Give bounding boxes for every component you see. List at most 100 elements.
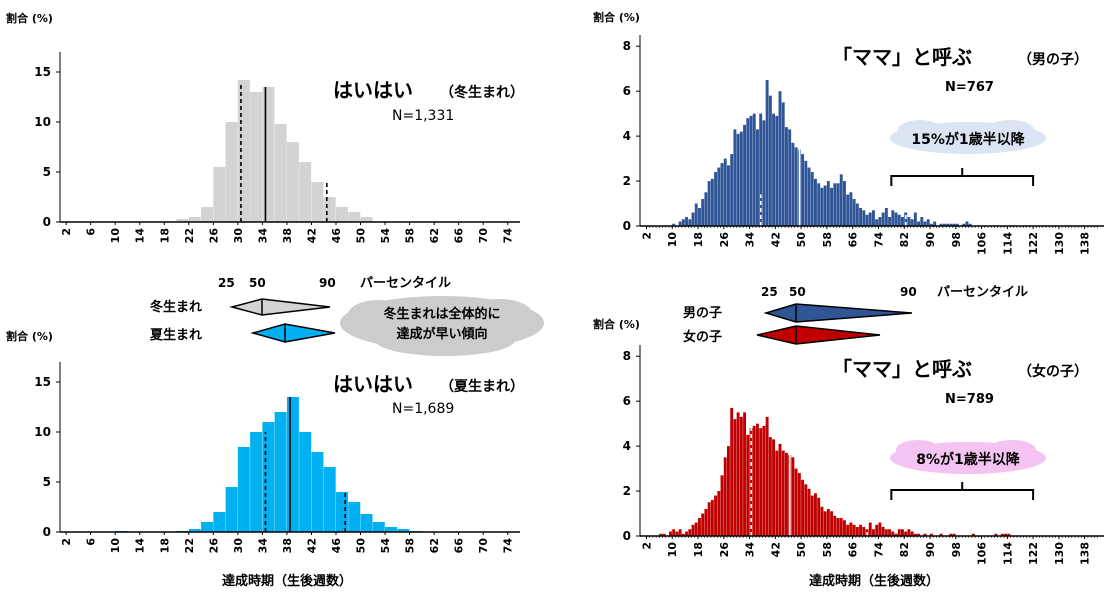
histogram-bar bbox=[694, 203, 698, 226]
histogram-bar bbox=[884, 529, 888, 536]
histogram-bar bbox=[701, 199, 705, 226]
x-tick-label: 2 bbox=[60, 538, 73, 546]
x-tick-label: 106 bbox=[976, 542, 989, 565]
histogram-bar bbox=[942, 223, 946, 226]
y-tick-label: 15 bbox=[34, 65, 51, 79]
x-tick-label: 2 bbox=[640, 542, 653, 550]
histogram-bar bbox=[360, 217, 373, 222]
histogram-bar bbox=[225, 122, 238, 222]
histogram-bar bbox=[820, 506, 824, 536]
histogram-bar bbox=[736, 133, 740, 226]
x-tick-label: 62 bbox=[428, 538, 441, 553]
chart-title-note: （女の子） bbox=[1018, 363, 1088, 380]
histogram-bar bbox=[952, 533, 956, 536]
histogram-bar bbox=[820, 187, 824, 226]
x-tick-label: 46 bbox=[330, 228, 343, 244]
histogram-bar bbox=[917, 533, 921, 536]
histogram-bar bbox=[930, 223, 933, 226]
histogram-bar bbox=[888, 529, 892, 536]
histogram-bar bbox=[814, 178, 817, 226]
histogram-bar bbox=[868, 212, 872, 226]
histogram-bar bbox=[756, 423, 759, 536]
y-axis-ticks: 0 2 4 6 8 bbox=[623, 349, 640, 543]
histogram-bar bbox=[733, 419, 737, 536]
histogram-bar bbox=[772, 113, 776, 226]
x-axis-ticks: 2 10 18 26 34 42 50 58 66 74 82 90 98 106 114 122 130 138 bbox=[640, 536, 1098, 565]
histogram-bar bbox=[323, 197, 336, 222]
histogram-bar bbox=[717, 167, 721, 226]
histogram-bar bbox=[694, 522, 698, 536]
comment-line-2: 達成が早い傾向 bbox=[396, 326, 487, 342]
histogram-bar bbox=[855, 203, 859, 226]
row-label-boy: 男の子 bbox=[683, 306, 722, 321]
y-tick-label: 10 bbox=[34, 115, 51, 129]
histogram-bar bbox=[746, 118, 750, 226]
histogram-bar bbox=[768, 437, 772, 536]
histogram-bar bbox=[897, 214, 901, 226]
histogram-bar bbox=[717, 491, 721, 536]
histogram-bar bbox=[1004, 533, 1008, 536]
histogram-bar bbox=[759, 113, 763, 226]
histogram-bar bbox=[791, 142, 795, 226]
histogram-bar bbox=[743, 124, 747, 226]
histogram-bar bbox=[778, 91, 782, 226]
histogram-bar bbox=[176, 219, 189, 222]
percentile-markers bbox=[240, 82, 328, 222]
histogram-bar bbox=[971, 533, 975, 536]
x-tick-label: 74 bbox=[872, 232, 885, 248]
chart-title: 「ママ」と呼ぶ bbox=[832, 357, 972, 381]
histogram-bar bbox=[875, 219, 879, 226]
histogram-bar bbox=[826, 181, 830, 226]
histogram-bar bbox=[781, 450, 785, 536]
y-tick-label: 5 bbox=[43, 475, 51, 489]
chart-title-note: （冬生まれ） bbox=[440, 84, 524, 101]
histogram-bar bbox=[701, 513, 705, 536]
y-unit-label: 割合 (%) bbox=[593, 317, 640, 331]
histogram-bar bbox=[707, 502, 711, 536]
x-tick-label: 98 bbox=[950, 542, 963, 557]
histogram-bar bbox=[939, 533, 943, 536]
x-tick-label: 2 bbox=[60, 228, 73, 236]
histogram-bar bbox=[311, 452, 324, 532]
histogram-bar bbox=[681, 219, 685, 226]
x-tick-label: 66 bbox=[453, 228, 466, 244]
percentile-label: パーセンタイル bbox=[937, 285, 1028, 300]
histogram-bar bbox=[901, 217, 904, 226]
histogram-bar bbox=[881, 527, 885, 536]
comment-line-1: 冬生まれは全体的に bbox=[383, 306, 500, 322]
histogram-bar bbox=[907, 217, 911, 226]
histogram-bar bbox=[323, 467, 336, 532]
histogram-bar bbox=[801, 154, 805, 226]
x-tick-label: 138 bbox=[1079, 542, 1092, 565]
x-tick-label: 14 bbox=[134, 228, 147, 244]
histogram-bar bbox=[907, 529, 911, 536]
chart-subtitle: N=1,331 bbox=[392, 108, 454, 124]
percentile-legend-sex: 25 50 90 パーセンタイル 男の子 女の子 bbox=[683, 285, 1028, 345]
histogram-bar bbox=[727, 446, 730, 536]
histogram-bar bbox=[894, 533, 898, 536]
y-tick-label: 2 bbox=[623, 484, 631, 498]
histogram-bar bbox=[710, 178, 714, 226]
x-tick-label: 50 bbox=[795, 232, 808, 248]
histogram-bar bbox=[897, 529, 901, 536]
x-tick-label: 58 bbox=[404, 228, 417, 243]
histogram-bar bbox=[1000, 533, 1004, 536]
histogram-bar bbox=[968, 223, 972, 226]
histogram-bar bbox=[762, 425, 766, 536]
histogram-bar bbox=[852, 199, 856, 226]
histogram-bar bbox=[733, 129, 737, 226]
histogram-bar bbox=[659, 533, 663, 536]
callout-cloud: 15%が1歳半以降 bbox=[890, 120, 1046, 154]
x-tick-label: 66 bbox=[847, 232, 860, 248]
histogram-bar bbox=[843, 181, 846, 226]
y-axis-ticks: 0 5 10 15 bbox=[34, 65, 60, 229]
histogram-bar bbox=[672, 529, 676, 536]
histogram-bar bbox=[720, 475, 724, 536]
y-unit-label: 割合 (%) bbox=[6, 329, 53, 343]
x-tick-label: 10 bbox=[109, 538, 122, 554]
histogram-bar bbox=[788, 129, 792, 226]
histogram-bar bbox=[772, 439, 776, 536]
